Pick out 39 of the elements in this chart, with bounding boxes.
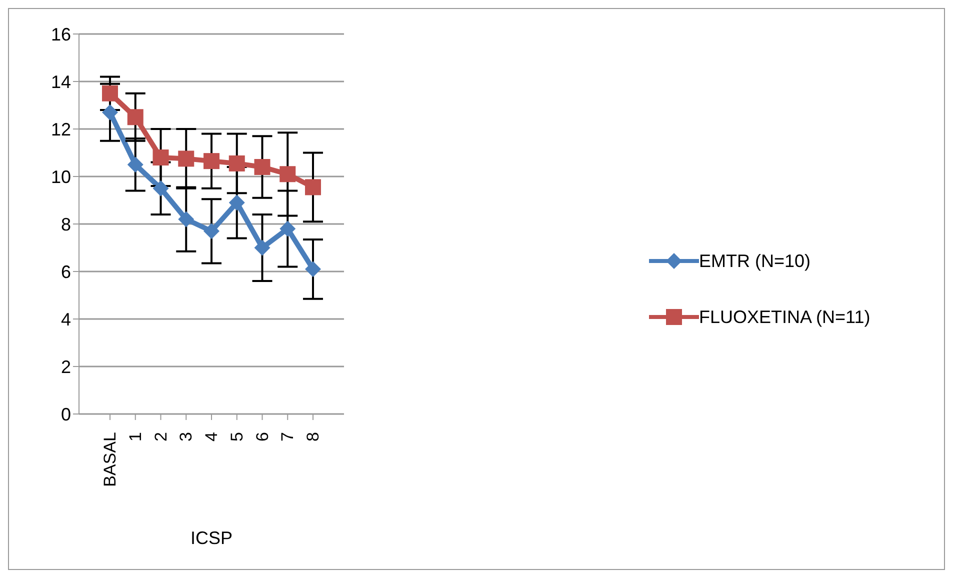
x-tick-label: 3	[176, 432, 196, 442]
x-tick-label: 8	[304, 432, 322, 442]
point	[254, 159, 270, 175]
y-tick-label: 14	[50, 72, 71, 92]
point	[305, 261, 321, 278]
legend-label: FLUOXETINA (N=11)	[699, 306, 870, 328]
y-tick-label: 4	[60, 309, 71, 330]
point	[305, 179, 321, 196]
x-tick-label: BASAL	[100, 432, 120, 487]
y-tick-label: 16	[50, 24, 71, 44]
legend-label: EMTR (N=10)	[699, 250, 811, 272]
point	[228, 194, 245, 211]
x-tick-label: 5	[227, 432, 246, 442]
point	[280, 166, 296, 182]
point	[178, 150, 194, 167]
point	[127, 109, 144, 126]
point	[254, 240, 270, 256]
x-tick-label: 7	[278, 432, 298, 442]
x-tick-label: 1	[126, 432, 145, 442]
point	[204, 223, 220, 240]
point	[228, 155, 245, 172]
y-tick-label: 10	[50, 166, 71, 187]
x-axis-title: ICSP	[190, 528, 233, 548]
point	[152, 150, 169, 166]
y-tick-label: 12	[50, 119, 71, 140]
point	[204, 153, 220, 170]
y-tick-label: 8	[60, 214, 71, 234]
point	[152, 180, 169, 196]
point	[178, 211, 194, 228]
y-tick-label: 6	[60, 262, 71, 282]
point	[102, 85, 118, 102]
point	[102, 104, 118, 120]
point	[127, 156, 144, 173]
x-tick-label: 2	[151, 432, 170, 442]
x-tick-label: 6	[252, 432, 272, 442]
y-tick-label: 0	[60, 404, 71, 424]
y-tick-label: 2	[60, 356, 71, 377]
point	[280, 220, 296, 237]
x-tick-label: 4	[202, 432, 221, 442]
